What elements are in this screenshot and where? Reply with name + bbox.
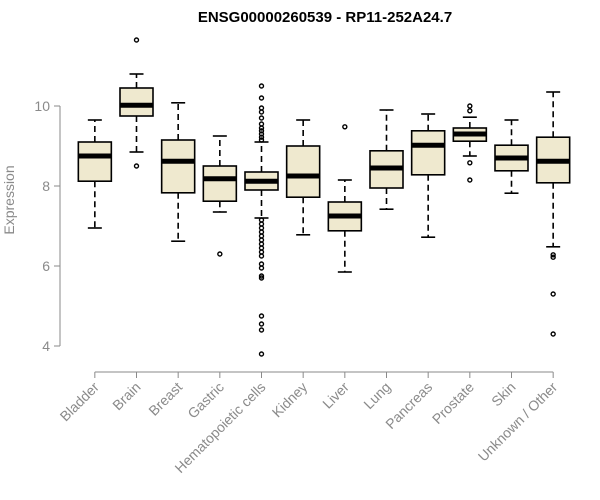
outlier-point (550, 254, 556, 260)
box-group (410, 113, 446, 238)
box-group (202, 135, 238, 257)
box-group (77, 119, 113, 229)
x-tick-label: Liver (319, 379, 352, 412)
outlier-point (258, 273, 265, 279)
outlier-point (258, 134, 265, 140)
outlier-point (467, 160, 473, 166)
box-rect (160, 139, 196, 194)
y-tick-label: 10 (34, 98, 50, 114)
outlier-point (258, 313, 265, 319)
x-tick-label: Skin (488, 379, 519, 410)
x-tick-label: Brain (109, 379, 143, 413)
outlier-point (217, 251, 223, 257)
y-tick-label: 8 (42, 178, 50, 194)
y-axis: 4 6 8 10 (34, 98, 61, 354)
outlier-point (467, 108, 473, 114)
box-group (369, 109, 404, 210)
box-rect (202, 165, 238, 203)
outlier-point (342, 124, 348, 130)
box-group (285, 119, 321, 236)
outlier-point (258, 321, 265, 327)
x-tick-label: Unknown / Other (475, 379, 561, 465)
outlier-point (133, 163, 140, 169)
x-tick-label: Breast (145, 379, 185, 419)
y-tick-label: 4 (42, 338, 50, 354)
chart-title: ENSG00000260539 - RP11-252A24.7 (198, 9, 452, 26)
outlier-point (133, 37, 140, 43)
outlier-point (467, 103, 473, 109)
box-group (244, 83, 279, 357)
box-group (452, 103, 488, 183)
boxes-layer (77, 37, 571, 357)
box-rect (77, 141, 113, 183)
box-group (327, 124, 363, 273)
outlier-point (550, 252, 556, 258)
outlier-point (258, 253, 265, 259)
outlier-point (258, 327, 265, 333)
box-rect (119, 87, 154, 117)
outlier-point (258, 95, 265, 101)
outlier-point (258, 265, 265, 271)
outlier-point (258, 83, 265, 89)
box-group (494, 119, 529, 194)
outlier-point (550, 331, 556, 337)
outlier-point (258, 109, 265, 115)
box-group (119, 37, 154, 169)
outlier-point (258, 128, 265, 134)
outlier-point (258, 115, 265, 121)
outlier-point (258, 131, 265, 137)
box-rect (410, 130, 446, 176)
outlier-point (258, 125, 265, 131)
outlier-point (258, 351, 265, 357)
outlier-point (258, 275, 265, 281)
outlier-point (550, 291, 556, 297)
x-tick-label: Bladder (57, 379, 103, 425)
box-rect (285, 145, 321, 199)
x-tick-label: Kidney (269, 379, 311, 421)
y-tick-label: 6 (42, 258, 50, 274)
x-tick-label: Lung (360, 379, 393, 412)
outlier-point (467, 177, 473, 183)
x-tick-label: Prostate (429, 379, 477, 427)
y-axis-label: Expression (1, 165, 17, 234)
outlier-point (258, 137, 265, 143)
box-group (535, 91, 571, 337)
box-group (160, 102, 196, 242)
